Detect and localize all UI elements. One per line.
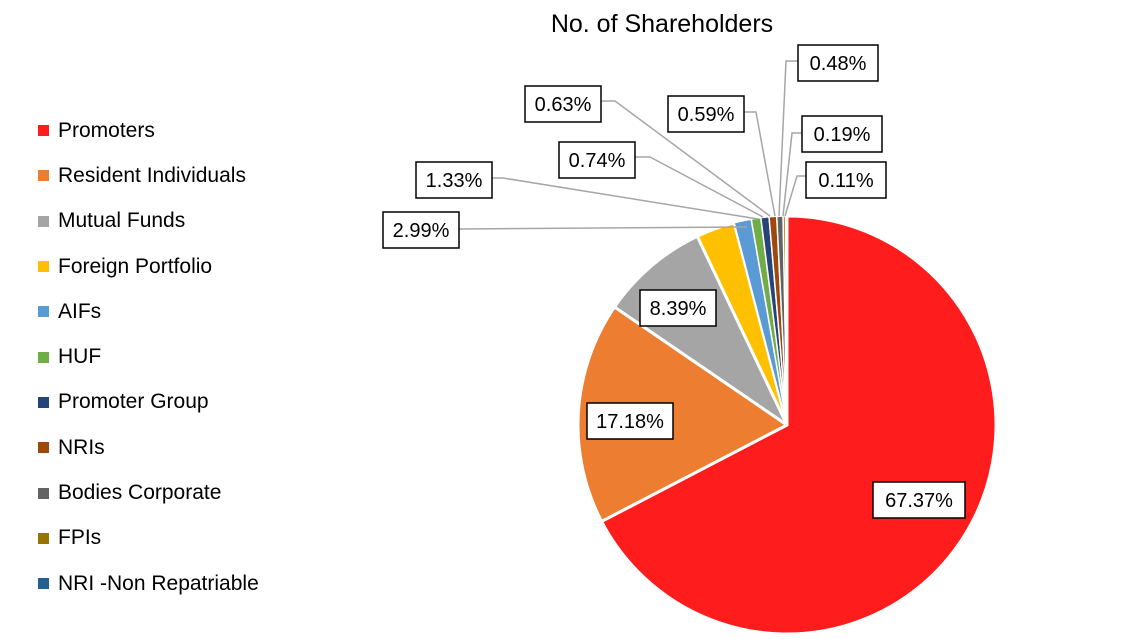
data-label-nris: 0.59% (667, 95, 745, 133)
data-label-box (801, 115, 883, 153)
chart-legend: Promoters Resident Individuals Mutual Fu… (38, 108, 259, 606)
data-label-resident-individuals: 17.18% (586, 402, 674, 440)
legend-item-nri-non-repatriable: NRI -Non Repatriable (38, 561, 259, 606)
legend-item-huf: HUF (38, 334, 259, 379)
data-label-promoters: 67.37% (872, 481, 966, 519)
legend-swatch-promoters (38, 125, 49, 137)
data-label-box (639, 289, 717, 327)
data-label-box (805, 161, 887, 199)
leader-line-fpis (782, 132, 802, 217)
legend-item-promoter-group: Promoter Group (38, 380, 259, 425)
legend-swatch-bodies-corporate (38, 487, 49, 499)
legend-label: Mutual Funds (58, 209, 186, 233)
data-label-box (382, 211, 460, 249)
data-label-box (558, 141, 636, 179)
legend-label: HUF (58, 345, 102, 369)
data-label-text: 8.39% (650, 298, 707, 320)
chart-title: No. of Shareholders (550, 10, 774, 38)
leader-line-nri-non-repatriable (784, 175, 806, 217)
legend-label: Promoters (58, 118, 155, 142)
data-label-foreign-portfolio: 2.99% (382, 211, 460, 249)
leader-line-foreign-portfolio (458, 226, 748, 230)
pie-slice-mutual-funds (613, 234, 789, 427)
data-label-text: 0.19% (814, 124, 871, 146)
leader-lines (458, 60, 806, 230)
data-label-text: 2.99% (393, 220, 450, 242)
legend-item-mutual-funds: Mutual Funds (38, 199, 259, 244)
data-label-box (415, 161, 493, 199)
data-label-box (797, 44, 879, 82)
data-label-text: 17.18% (596, 411, 664, 433)
leader-line-promoter-group (601, 100, 771, 217)
legend-item-nris: NRIs (38, 425, 259, 470)
data-label-nri-non-repatriable: 0.11% (805, 161, 887, 199)
data-label-text: 0.48% (810, 53, 867, 75)
legend-label: Foreign Portfolio (58, 254, 213, 278)
data-label-text: 1.33% (426, 170, 483, 192)
legend-item-promoters: Promoters (38, 108, 259, 153)
legend-swatch-foreign-portfolio (38, 261, 49, 273)
legend-swatch-mutual-funds (38, 215, 49, 227)
data-label-text: 0.11% (818, 170, 873, 192)
legend-item-resident-individuals: Resident Individuals (38, 153, 259, 198)
legend-item-fpis: FPIs (38, 516, 259, 561)
data-label-mutual-funds: 8.39% (639, 289, 717, 327)
data-label-box (586, 402, 674, 440)
legend-swatch-nris (38, 442, 49, 454)
legend-swatch-nri-non-repatriable (38, 578, 49, 590)
data-label-text: 67.37% (885, 490, 953, 512)
legend-label: NRI -Non Repatriable (58, 571, 259, 595)
legend-label: AIFs (58, 299, 102, 323)
legend-swatch-resident-individuals (38, 170, 49, 182)
leader-line-nris (744, 111, 776, 217)
data-label-box (524, 85, 602, 123)
data-label-box (667, 95, 745, 133)
data-labels: 67.37% 17.18% 8.39% 2.99% 1.33% 0.74% 0.63% 0.5… (382, 44, 966, 519)
data-label-text: 0.59% (678, 104, 735, 126)
data-label-fpis: 0.19% (801, 115, 883, 153)
legend-swatch-aifs (38, 306, 49, 318)
data-label-box (872, 481, 966, 519)
legend-item-aifs: AIFs (38, 289, 259, 334)
legend-label: Promoter Group (58, 390, 209, 414)
leader-line-bodies-corporate (778, 60, 798, 217)
legend-label: NRIs (58, 435, 105, 459)
data-label-text: 0.74% (569, 150, 626, 172)
data-label-aifs: 1.33% (415, 161, 493, 199)
data-label-huf: 0.74% (558, 141, 636, 179)
leader-line-huf (635, 156, 764, 218)
pie-slice-resident-individuals (576, 305, 789, 523)
legend-item-bodies-corporate: Bodies Corporate (38, 470, 259, 515)
legend-label: Bodies Corporate (58, 481, 222, 505)
data-label-promoter-group: 0.63% (524, 85, 602, 123)
data-label-bodies-corporate: 0.48% (797, 44, 879, 82)
pie-slice-promoters (600, 214, 998, 636)
legend-label: FPIs (58, 526, 102, 550)
legend-swatch-huf (38, 351, 49, 363)
legend-item-foreign-portfolio: Foreign Portfolio (38, 244, 259, 289)
legend-label: Resident Individuals (58, 163, 246, 187)
leader-line-aifs (492, 177, 759, 220)
legend-swatch-promoter-group (38, 396, 49, 408)
pie-slices (576, 214, 998, 636)
data-label-text: 0.63% (535, 94, 592, 116)
legend-swatch-fpis (38, 532, 49, 544)
